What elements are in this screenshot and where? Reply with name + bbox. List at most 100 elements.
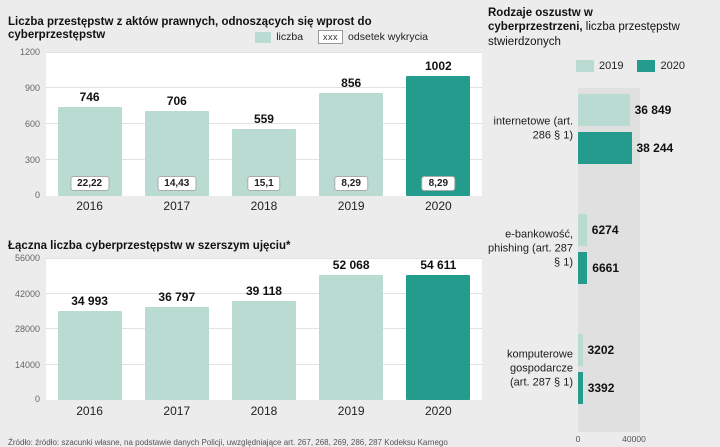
source-note: Źródło: źródło: szacunki własne, na pods… <box>8 438 448 447</box>
bar-cell-2020: 1002 8,29 <box>400 52 476 196</box>
value-label: 36 797 <box>158 289 196 304</box>
value-label: 1002 <box>424 58 452 73</box>
chart-fraud-types: Rodzaje oszustw w cyberprzestrzeni, licz… <box>488 6 718 446</box>
bar-cell-2016: 746 22,22 <box>52 52 128 196</box>
fraud-group-ebanking: e-bankowość, phishing (art. 287 § 1) 627… <box>488 214 718 284</box>
bar-cell-2017: 706 14,43 <box>139 52 215 196</box>
legend-swatch-2019 <box>576 60 594 72</box>
x-axis-tick: 0 <box>575 434 581 444</box>
value-label: 706 <box>166 94 187 109</box>
hbar-computer-2020 <box>578 372 583 404</box>
bar-row-2019: 3202 <box>578 334 614 366</box>
legend-item-2020: 2020 <box>637 60 685 72</box>
legend-swatch-2020 <box>637 60 656 72</box>
hbar-ebanking-2020 <box>578 252 588 284</box>
y-axis-tick: 56000 <box>14 253 40 263</box>
bar-2016: 22,22 <box>57 106 122 196</box>
bar-cell-2016: 34 993 <box>52 258 128 400</box>
x-axis-label: 2019 <box>337 199 365 213</box>
chart2-x-axis: 2016 2017 2018 2019 2020 <box>46 404 482 418</box>
gridline <box>46 258 482 259</box>
hbar-internet-2019 <box>578 94 630 126</box>
value-label: 559 <box>253 111 274 126</box>
rate-badge: 14,43 <box>157 176 197 191</box>
y-axis-tick: 0 <box>34 394 40 404</box>
group-bars: 6274 6661 <box>578 214 619 290</box>
bar-cell-2018: 559 15,1 <box>226 52 302 196</box>
fraud-group-computer: komputerowe gospodarcze (art. 287 § 1) 3… <box>488 334 718 404</box>
chart1-bars: 746 22,22 706 14,43 559 15,1 <box>46 52 482 196</box>
rate-badge: 8,29 <box>334 176 368 191</box>
legend-label-liczba: liczba <box>276 31 304 43</box>
hbar-internet-2020 <box>578 132 632 164</box>
category-label: komputerowe gospodarcze (art. 287 § 1) <box>506 348 573 388</box>
bar-2020-highlight <box>406 275 471 400</box>
value-label: 6274 <box>591 223 619 237</box>
value-label: 856 <box>341 76 362 91</box>
bar-2019 <box>319 275 384 400</box>
legend-label-detection: odsetek wykrycia <box>348 31 428 43</box>
bar-cell-2019: 856 8,29 <box>313 52 389 196</box>
chart3-legend: 2019 2020 <box>576 60 685 72</box>
chart3-title-bold: Rodzaje oszustw w cyberprzestrzeni, <box>488 7 593 34</box>
y-axis-tick: 1200 <box>19 47 40 57</box>
y-axis-tick: 900 <box>24 83 40 93</box>
bar-2017: 14,43 <box>144 111 209 196</box>
chart3-title: Rodzaje oszustw w cyberprzestrzeni, licz… <box>488 6 684 49</box>
legend-item-2019: 2019 <box>576 60 623 72</box>
bar-2018: 15,1 <box>231 128 296 196</box>
bar-2019: 8,29 <box>319 93 384 196</box>
y-axis-tick: 14000 <box>14 360 40 370</box>
value-label: 3202 <box>587 343 615 357</box>
value-label: 38 244 <box>636 141 674 155</box>
chart1-legend: liczba xxx odsetek wykrycia <box>255 30 428 44</box>
x-axis-label: 2017 <box>163 199 191 213</box>
x-axis-label: 2016 <box>76 404 103 418</box>
y-axis-tick: 0 <box>34 190 40 200</box>
chart1-plot-area: 0 300 600 900 1200 746 22,22 706 14,43 <box>8 47 482 200</box>
chart1-x-axis: 2016 2017 2018 2019 2020 <box>46 199 482 213</box>
bar-2017 <box>144 306 209 400</box>
x-axis-label: 2016 <box>76 199 103 213</box>
chart1-title: Liczba przestępstw z aktów prawnych, odn… <box>8 15 372 42</box>
x-axis-label: 2020 <box>424 199 452 213</box>
value-label: 746 <box>79 89 100 104</box>
rate-badge: 15,1 <box>247 176 281 191</box>
legend-label-2019: 2019 <box>599 60 624 72</box>
y-axis-tick: 42000 <box>14 289 40 299</box>
rate-badge: 22,22 <box>70 176 110 191</box>
gridline <box>46 293 482 294</box>
x-axis-label: 2019 <box>337 404 365 418</box>
legend-label-2020: 2020 <box>660 60 685 72</box>
chart3-title-rest: liczba przestępstw stwierdzonych <box>488 21 680 48</box>
hbar-ebanking-2019 <box>578 214 587 246</box>
value-label: 34 993 <box>71 294 108 309</box>
value-label: 36 849 <box>634 103 672 117</box>
bar-cell-2020: 54 611 <box>400 258 476 400</box>
bar-row-2020: 6661 <box>578 252 619 284</box>
category-label: e-bankowość, phishing (art. 287 § 1) <box>488 228 573 268</box>
group-bars: 3202 3392 <box>578 334 614 410</box>
value-label: 6661 <box>592 261 619 275</box>
bar-cell-2017: 36 797 <box>139 258 215 400</box>
chart-total-cybercrime: Łączna liczba cyberprzestępstw w szerszy… <box>8 230 482 430</box>
y-axis-tick: 600 <box>24 119 40 129</box>
gridline <box>46 87 482 88</box>
gridline <box>46 123 482 124</box>
bar-row-2019: 6274 <box>578 214 619 246</box>
bar-cell-2018: 39 118 <box>226 258 302 400</box>
hbar-computer-2019 <box>578 334 583 366</box>
category-label: internetowe (art. 286 § 1) <box>493 115 573 141</box>
bar-cell-2019: 52 068 <box>313 258 389 400</box>
chart2-plot-area: 0 14000 28000 42000 56000 34 993 36 797 … <box>8 253 482 404</box>
rate-badge: 8,29 <box>421 176 456 191</box>
bar-row-2019: 36 849 <box>578 94 673 126</box>
bar-row-2020: 38 244 <box>578 132 673 164</box>
value-label: 54 611 <box>420 258 457 272</box>
bar-2018 <box>231 300 296 400</box>
chart-legal-acts: Liczba przestępstw z aktów prawnych, odn… <box>8 6 482 220</box>
y-axis-tick: 300 <box>24 155 40 165</box>
x-axis-label: 2017 <box>163 404 191 418</box>
chart2-title: Łączna liczba cyberprzestępstw w szerszy… <box>8 239 291 252</box>
